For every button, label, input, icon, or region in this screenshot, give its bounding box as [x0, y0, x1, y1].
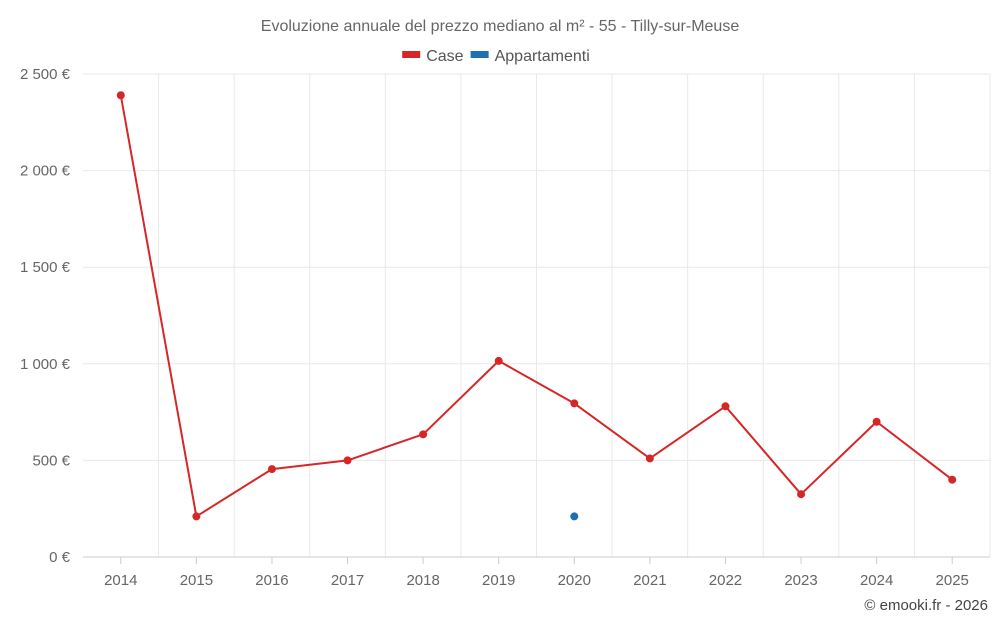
legend-item-case[interactable]: Case [402, 48, 464, 65]
data-point[interactable] [872, 417, 881, 426]
x-tick-label: 2017 [331, 572, 364, 589]
data-point[interactable] [645, 454, 654, 463]
data-point[interactable] [116, 91, 125, 100]
data-point[interactable] [948, 475, 957, 484]
x-tick-label: 2022 [709, 572, 742, 589]
data-point[interactable] [267, 465, 276, 474]
y-tick-label: 1 500 € [20, 259, 71, 276]
y-tick-label: 2 000 € [20, 163, 71, 180]
legend: Case Appartamenti [402, 48, 590, 65]
data-point[interactable] [419, 430, 428, 439]
gridlines [83, 73, 991, 557]
data-point[interactable] [797, 490, 806, 499]
x-tick-label: 2023 [784, 572, 817, 589]
x-tick-label: 2016 [255, 572, 288, 589]
legend-swatch [402, 51, 421, 58]
series-appartamenti [570, 512, 579, 521]
data-point[interactable] [721, 402, 730, 411]
y-tick-label: 1 000 € [20, 356, 71, 373]
y-tick-label: 2 500 € [20, 66, 71, 83]
chart-title: Evoluzione annuale del prezzo mediano al… [261, 18, 740, 35]
credit-text: © emooki.fr - 2026 [864, 597, 988, 614]
x-tick-label: 2021 [633, 572, 666, 589]
series-line [119, 95, 953, 518]
legend-label: Appartamenti [495, 48, 590, 65]
x-tick-label: 2024 [860, 572, 893, 589]
x-tick-label: 2015 [180, 572, 213, 589]
data-point[interactable] [343, 456, 352, 465]
axes: 0 € 500 € 1 000 € 1 500 € 2 000 € 2 500 € 2014… [20, 66, 990, 589]
y-tick-label: 0 € [49, 549, 71, 566]
x-tick-label: 2025 [936, 572, 969, 589]
data-point[interactable] [494, 356, 503, 365]
legend-swatch [470, 51, 489, 58]
data-point[interactable] [570, 512, 579, 521]
x-tick-label: 2018 [406, 572, 439, 589]
series-case [116, 91, 957, 521]
y-tick-label: 500 € [32, 452, 70, 469]
legend-item-appartamenti[interactable]: Appartamenti [470, 48, 590, 65]
x-tick-label: 2020 [558, 572, 591, 589]
x-tick-label: 2019 [482, 572, 515, 589]
legend-label: Case [426, 48, 463, 65]
x-tick-label: 2014 [104, 572, 137, 589]
data-point[interactable] [192, 512, 201, 521]
series-layer [116, 91, 957, 521]
data-point[interactable] [570, 399, 579, 408]
